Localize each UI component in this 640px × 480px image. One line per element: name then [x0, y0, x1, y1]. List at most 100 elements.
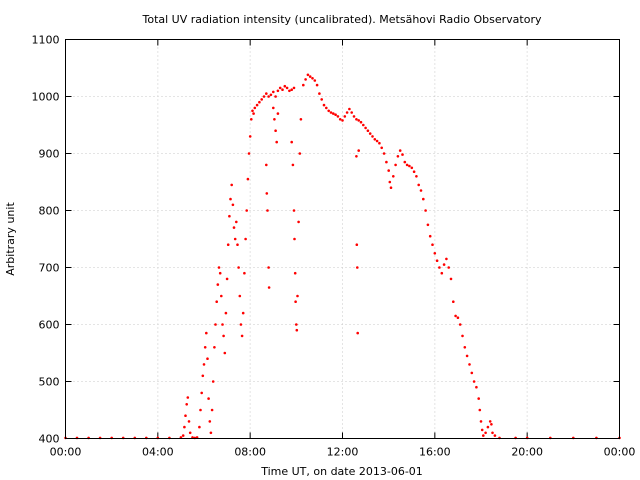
data-point: [292, 209, 296, 212]
data-point: [338, 118, 342, 121]
data-point: [240, 334, 244, 338]
data-point: [417, 183, 421, 187]
data-point: [208, 420, 212, 423]
x-tick-label: 16:00: [419, 446, 451, 459]
data-point: [355, 118, 358, 121]
data-point: [475, 385, 478, 389]
data-point: [396, 155, 400, 158]
x-tick-label: 12:00: [327, 446, 359, 459]
data-point: [298, 152, 302, 155]
data-point: [299, 118, 303, 121]
data-point: [253, 106, 257, 110]
data-point: [217, 266, 221, 269]
data-point: [200, 391, 203, 395]
data-point: [356, 266, 359, 269]
data-point: [454, 314, 457, 318]
data-point: [186, 396, 190, 399]
y-tick-label: 1100: [32, 34, 60, 47]
data-point: [266, 209, 269, 212]
data-point: [327, 109, 331, 113]
data-point: [442, 263, 446, 266]
data-point: [431, 243, 434, 246]
data-point: [366, 129, 370, 132]
data-point: [222, 334, 225, 338]
data-point: [250, 118, 253, 121]
data-points: [64, 73, 621, 440]
data-point: [290, 88, 294, 91]
data-point: [345, 111, 349, 114]
data-point: [389, 186, 393, 189]
data-point: [265, 92, 268, 95]
data-point: [452, 300, 455, 304]
data-point: [244, 237, 247, 241]
data-point: [465, 354, 469, 358]
data-point: [223, 351, 227, 355]
data-point: [380, 146, 384, 150]
data-point: [357, 149, 361, 152]
data-point: [274, 129, 277, 132]
data-point: [311, 77, 314, 80]
data-point: [341, 119, 344, 122]
data-point: [480, 428, 484, 432]
data-point: [232, 226, 236, 229]
data-point: [238, 294, 242, 298]
data-point: [477, 397, 481, 400]
data-point: [362, 123, 365, 127]
data-point: [472, 380, 476, 383]
data-point: [332, 112, 335, 115]
data-point: [243, 271, 246, 275]
data-point: [394, 163, 397, 167]
data-point: [392, 175, 395, 178]
data-point: [267, 266, 270, 269]
data-point: [211, 380, 215, 383]
data-point: [373, 138, 377, 141]
y-axis-ticks: 400 500 600 700 800 900 1000 1100: [32, 34, 620, 446]
data-point: [440, 271, 444, 275]
data-point: [283, 84, 287, 88]
data-point: [352, 115, 356, 118]
data-point: [461, 334, 464, 338]
data-point: [183, 425, 186, 429]
data-point: [293, 271, 297, 275]
data-point: [198, 425, 201, 429]
data-point: [468, 363, 471, 366]
data-point: [209, 431, 213, 435]
data-point: [265, 163, 268, 167]
data-point: [488, 420, 492, 423]
data-point: [185, 403, 188, 406]
data-point: [206, 357, 209, 361]
data-point: [385, 160, 388, 164]
x-axis-label: Time UT, on date 2013-06-01: [260, 465, 423, 478]
data-point: [368, 132, 372, 135]
data-point: [308, 75, 312, 78]
data-point: [230, 183, 233, 187]
data-point: [267, 286, 271, 289]
data-point: [291, 163, 295, 167]
data-point: [482, 434, 485, 437]
data-point: [322, 103, 326, 107]
data-point: [203, 346, 207, 349]
data-point: [490, 423, 493, 426]
data-point: [463, 346, 467, 349]
data-point: [269, 93, 273, 97]
data-point: [273, 118, 276, 121]
data-point: [272, 106, 275, 110]
data-point: [290, 140, 294, 144]
data-point: [262, 95, 266, 98]
data-point: [221, 323, 224, 326]
data-point: [320, 98, 324, 101]
data-point: [205, 331, 208, 335]
data-point: [228, 214, 231, 218]
data-point: [214, 323, 217, 326]
grid-lines: [65, 39, 620, 439]
data-point: [479, 420, 483, 423]
data-point: [248, 135, 252, 138]
data-point: [241, 311, 245, 315]
data-point: [255, 103, 259, 107]
data-point: [215, 300, 218, 304]
data-point: [272, 90, 275, 94]
data-point: [329, 111, 333, 114]
data-point: [313, 79, 317, 82]
data-point: [484, 431, 487, 435]
x-tick-label: 00:00: [604, 446, 636, 459]
